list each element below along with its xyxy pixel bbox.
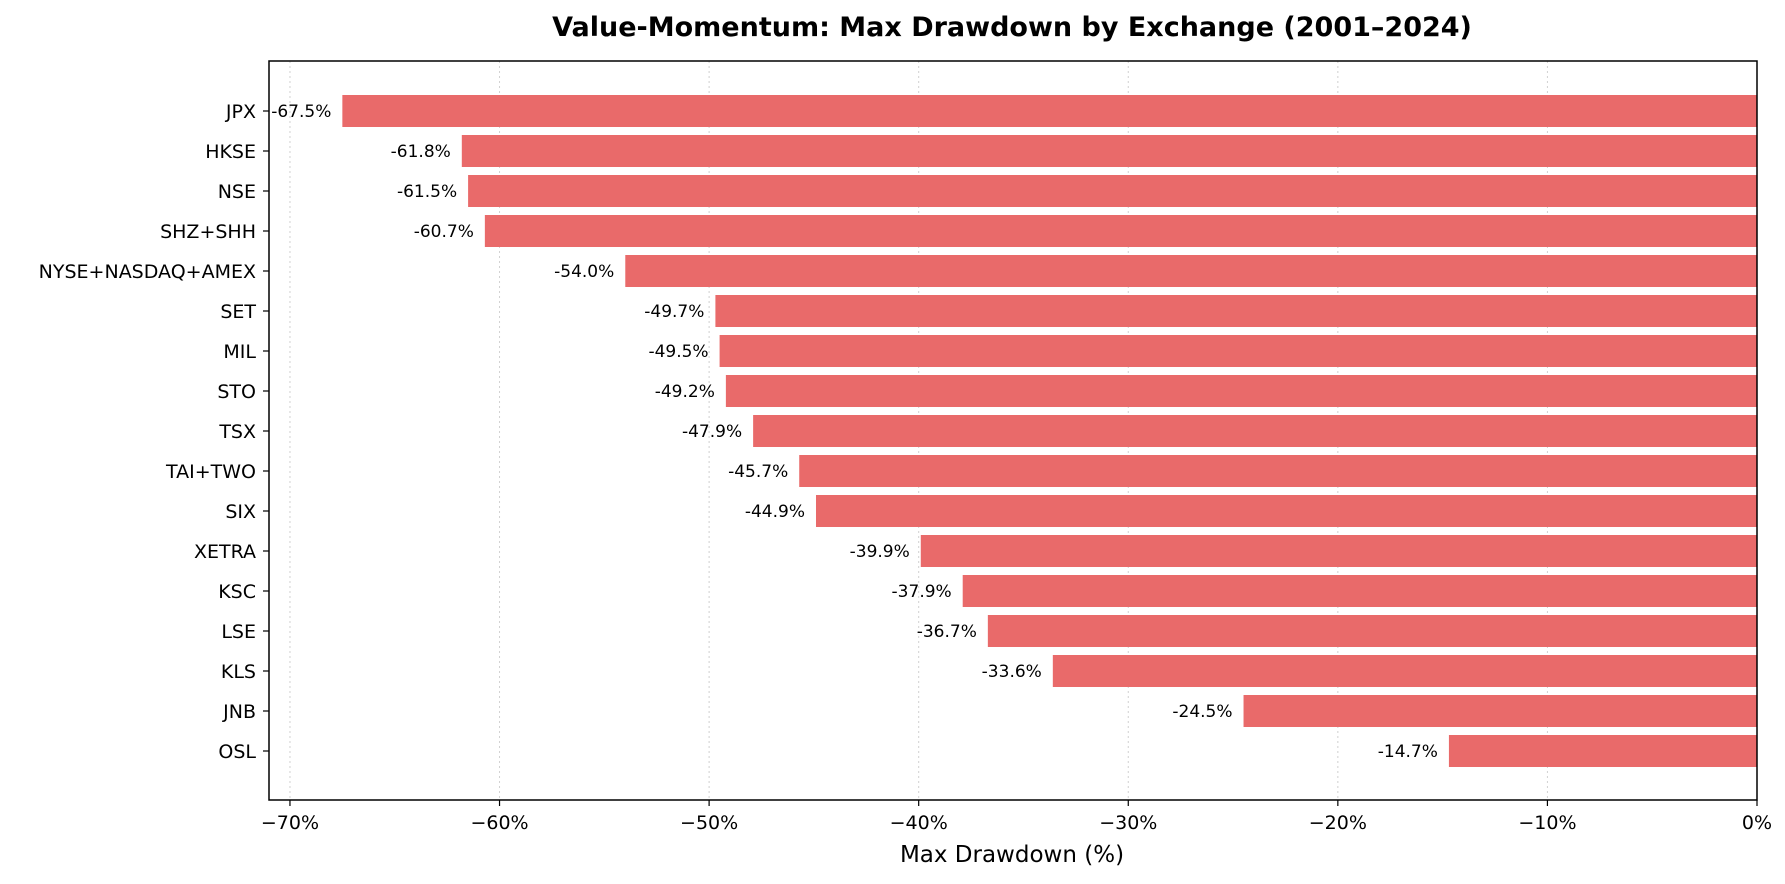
bar: [461, 135, 1757, 167]
data-label: -36.7%: [917, 622, 977, 642]
bar: [715, 295, 1757, 327]
data-label: -54.0%: [554, 262, 614, 282]
bar: [1052, 655, 1757, 687]
bar: [342, 95, 1758, 127]
x-tick-label: −70%: [261, 812, 319, 834]
category-label: HKSE: [205, 141, 256, 163]
x-tick-label: 0%: [1742, 812, 1772, 834]
data-label: -61.5%: [397, 182, 457, 202]
bar: [468, 175, 1757, 207]
data-label: -39.9%: [850, 542, 910, 562]
category-label: MIL: [223, 341, 256, 363]
data-label: -67.5%: [271, 102, 331, 122]
category-label: JPX: [225, 101, 256, 123]
x-tick-label: −40%: [890, 812, 948, 834]
data-label: -49.7%: [644, 302, 704, 322]
category-label: XETRA: [194, 541, 256, 563]
data-label: -33.6%: [982, 662, 1042, 682]
category-label: TSX: [218, 421, 256, 443]
data-label: -47.9%: [682, 422, 742, 442]
bar: [719, 335, 1757, 367]
chart-title: Value-Momentum: Max Drawdown by Exchange…: [552, 12, 1472, 43]
bar: [962, 575, 1757, 607]
plot-frame: [268, 60, 1758, 801]
x-axis-label: Max Drawdown (%): [900, 842, 1124, 868]
bar: [725, 375, 1757, 407]
bars: [342, 95, 1758, 767]
x-tick-label: −10%: [1518, 812, 1576, 834]
bar: [484, 215, 1758, 247]
data-label: -45.7%: [728, 462, 788, 482]
category-label: NSE: [218, 181, 256, 203]
category-label: JNB: [222, 701, 256, 723]
data-label: -49.2%: [655, 382, 715, 402]
category-label: STO: [217, 381, 256, 403]
data-label: -49.5%: [648, 342, 708, 362]
bar: [920, 535, 1757, 567]
category-label: OSL: [218, 741, 256, 763]
category-label: TAI+TWO: [165, 461, 256, 483]
bar: [1243, 695, 1757, 727]
data-label: -14.7%: [1378, 742, 1438, 762]
x-tick-label: −60%: [470, 812, 528, 834]
category-label: LSE: [221, 621, 256, 643]
data-label: -24.5%: [1172, 702, 1232, 722]
category-label: KLS: [221, 661, 256, 683]
x-tick-label: −30%: [1099, 812, 1157, 834]
data-label: -61.8%: [391, 142, 451, 162]
y-axis-tick-labels: JPX HKSE NSE SHZ+SHH NYSE+NASDAQ+AMEX SET MIL S…: [39, 101, 269, 763]
x-axis-ticks: −70% −60% −50% −40% −30% −20% −10% 0%: [261, 800, 1772, 834]
bar: [625, 255, 1757, 287]
x-tick-label: −50%: [680, 812, 738, 834]
x-tick-label: −20%: [1309, 812, 1367, 834]
bar: [815, 495, 1757, 527]
data-label: -37.9%: [892, 582, 952, 602]
category-label: SET: [220, 301, 256, 323]
data-label: -60.7%: [414, 222, 474, 242]
bar: [799, 455, 1757, 487]
bar: [987, 615, 1757, 647]
bar: [1448, 735, 1757, 767]
category-label: NYSE+NASDAQ+AMEX: [39, 261, 256, 283]
bar: [753, 415, 1757, 447]
category-label: SIX: [225, 501, 256, 523]
category-label: SHZ+SHH: [160, 221, 256, 243]
category-label: KSC: [218, 581, 256, 603]
data-label: -44.9%: [745, 502, 805, 522]
data-labels: -67.5% -61.8% -61.5% -60.7% -54.0% -49.7% -49.…: [271, 102, 1438, 762]
